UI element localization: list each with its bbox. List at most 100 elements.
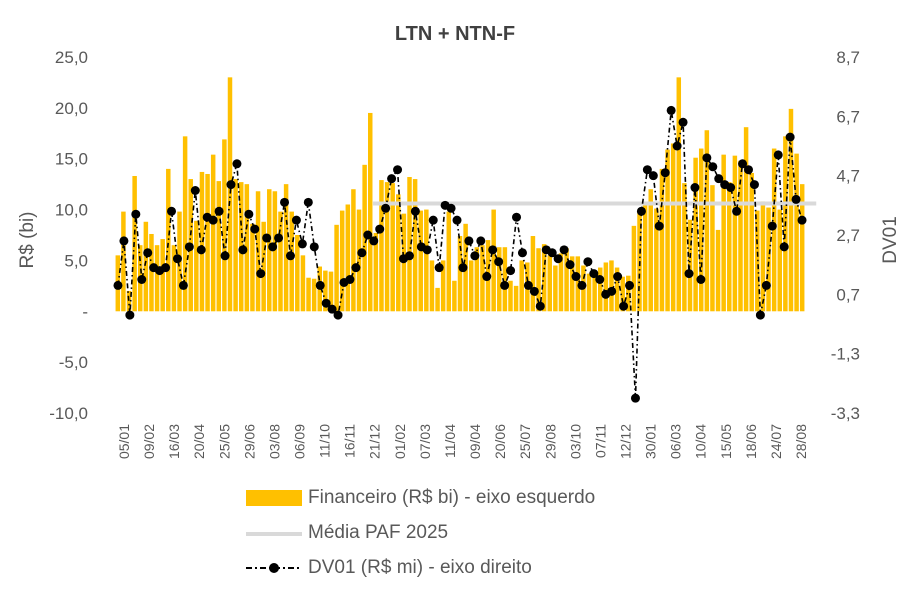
dv01-point (755, 310, 765, 320)
bar (227, 77, 233, 312)
dv01-point (280, 197, 290, 207)
x-tick-label: 10/04 (693, 424, 709, 459)
x-tick-label: 09/04 (467, 424, 483, 459)
bar (721, 154, 726, 312)
right-tick-label: -1,3 (831, 345, 860, 364)
dv01-point (333, 310, 343, 320)
right-tick-label: 4,7 (836, 167, 860, 186)
dv01-point (297, 239, 307, 249)
bar (626, 275, 631, 312)
dv01-point (226, 180, 236, 190)
dv01-point (327, 304, 337, 314)
left-tick-label: 10,0 (55, 201, 88, 220)
dv01-point (512, 212, 522, 222)
dv01-point (125, 310, 135, 320)
bar (289, 211, 294, 312)
dv01-point (363, 230, 373, 240)
dv01-point (797, 215, 807, 225)
dv01-point (345, 275, 355, 284)
dv01-point (577, 280, 587, 290)
bar (351, 189, 356, 312)
bar (609, 260, 614, 312)
bar (339, 210, 345, 312)
bar (491, 209, 496, 312)
left-tick-label: - (82, 302, 88, 321)
bar (788, 108, 794, 312)
x-tick-label: 20/04 (191, 424, 207, 459)
bar (306, 277, 311, 312)
bar (396, 194, 401, 312)
bar (267, 189, 272, 312)
dv01-point (565, 260, 575, 270)
bar (390, 183, 395, 312)
dv01-point (291, 215, 301, 225)
bar (620, 276, 625, 312)
dv01-point (321, 298, 331, 308)
dv01-point (387, 174, 397, 184)
bar (452, 280, 457, 312)
bar (631, 225, 637, 312)
bar (457, 236, 463, 312)
x-tick-label: 05/01 (116, 424, 132, 459)
dv01-point (726, 183, 736, 193)
right-tick-label: 6,7 (836, 107, 860, 126)
right-tick-label: 8,7 (836, 48, 860, 67)
bar (171, 245, 177, 312)
bar (682, 183, 687, 312)
bar (166, 168, 171, 312)
dv01-point (369, 236, 379, 246)
x-tick-label: 03/10 (567, 424, 583, 459)
x-tick-label: 20/06 (492, 424, 508, 459)
dv01-point (654, 221, 664, 231)
left-tick-label: -5,0 (59, 353, 88, 372)
dv01-point (184, 242, 194, 252)
x-tick-label: 15/05 (718, 424, 734, 459)
bar (199, 171, 205, 312)
bar (564, 248, 569, 312)
bar (502, 247, 508, 312)
bar (250, 223, 255, 312)
bar (547, 255, 552, 312)
right-tick-label: 0,7 (836, 285, 860, 304)
bar (345, 204, 351, 312)
dv01-point (672, 141, 682, 151)
bar (418, 210, 423, 312)
bar (659, 168, 665, 312)
bar (693, 157, 698, 312)
dv01-point (738, 159, 748, 169)
bar (222, 139, 227, 312)
dv01-point (785, 132, 795, 142)
x-tick-label: 29/06 (241, 424, 257, 459)
dv01-point (749, 180, 759, 190)
dv01-point (285, 251, 295, 261)
x-tick-label: 03/08 (266, 424, 282, 459)
bar (424, 209, 429, 312)
right-tick-label: -3,3 (831, 404, 860, 423)
bar (710, 185, 715, 312)
right-axis-title: DV01 (880, 216, 901, 264)
bar (278, 211, 283, 312)
bar (665, 149, 670, 312)
bar (368, 112, 373, 312)
dv01-point (381, 203, 391, 213)
bar (412, 179, 418, 312)
dv01-point (131, 209, 141, 219)
dv01-point (678, 117, 688, 127)
x-tick-label: 07/11 (592, 424, 608, 458)
bar (328, 271, 334, 312)
dv01-point (660, 168, 670, 178)
dv01-point (559, 245, 569, 255)
bar (642, 203, 648, 312)
bar (435, 287, 440, 312)
dv01-point (178, 280, 188, 290)
dv01-point (119, 236, 129, 246)
dv01-point (208, 215, 218, 225)
x-tick-label: 07/03 (417, 424, 433, 459)
dv01-point (619, 301, 629, 311)
bar (513, 285, 519, 312)
bar (497, 247, 502, 312)
dv01-point (262, 233, 272, 243)
dv01-point (547, 248, 557, 258)
bar (233, 179, 238, 312)
